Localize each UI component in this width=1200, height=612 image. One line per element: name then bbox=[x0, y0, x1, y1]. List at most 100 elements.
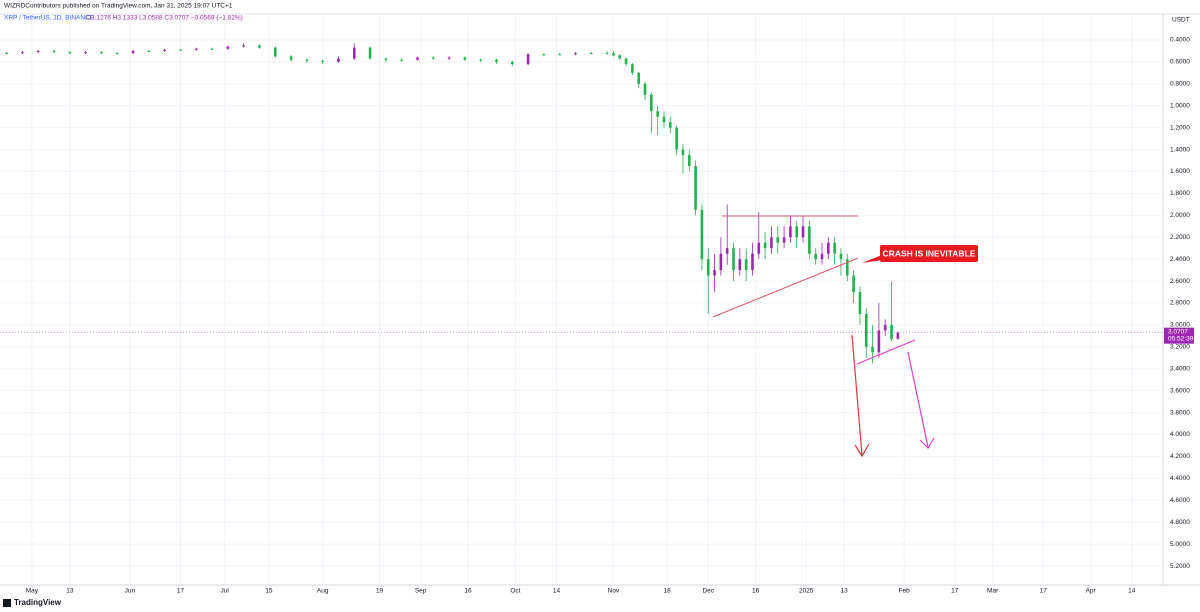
countdown-label: 05:52:39 bbox=[1168, 335, 1194, 342]
x-tick-label: 19 bbox=[376, 588, 384, 595]
candle-body bbox=[662, 116, 666, 123]
candle-body bbox=[368, 47, 372, 59]
candle-body bbox=[744, 259, 748, 271]
candle-body bbox=[839, 253, 843, 260]
candle-body bbox=[687, 155, 691, 167]
y-tick-label: 4.0000 bbox=[1170, 431, 1190, 438]
x-tick-label: Sep bbox=[415, 588, 427, 595]
candle-body bbox=[163, 49, 166, 51]
candle-body bbox=[400, 59, 403, 61]
candle-body bbox=[68, 52, 72, 54]
x-tick-label: Mar bbox=[987, 588, 999, 595]
candle-body bbox=[681, 149, 685, 156]
candle-body bbox=[589, 53, 593, 55]
x-tick-label: 17 bbox=[951, 588, 959, 595]
logo-text: TradingView bbox=[14, 598, 62, 607]
candle-body bbox=[871, 346, 874, 353]
y-tick-label: 2.8000 bbox=[1170, 300, 1190, 307]
x-tick-label: May bbox=[26, 588, 39, 595]
candle-body bbox=[21, 52, 24, 54]
candle-body bbox=[706, 259, 710, 276]
drawings: CRASH IS INEVITABLE bbox=[712, 215, 978, 458]
x-tick-label: 18 bbox=[664, 588, 672, 595]
x-tick-label: 17 bbox=[177, 588, 185, 595]
candle-body bbox=[210, 48, 214, 50]
candle-body bbox=[801, 226, 805, 238]
candle-body bbox=[782, 237, 786, 243]
publisher: WIZRDContributors published on TradingVi… bbox=[4, 3, 233, 10]
candle-body bbox=[321, 60, 324, 62]
candle-body bbox=[194, 48, 198, 50]
candle-body bbox=[337, 58, 340, 62]
y-tick-label: 2.2000 bbox=[1170, 234, 1190, 241]
candle-body bbox=[463, 57, 467, 60]
candle-body bbox=[84, 52, 87, 54]
x-tick-label: 2025 bbox=[799, 588, 814, 595]
x-tick-label: 15 bbox=[265, 588, 273, 595]
symbol: XRP / TetherUS, 1D, BINANCE bbox=[4, 15, 95, 22]
candle-body bbox=[770, 237, 773, 249]
candle-body bbox=[416, 57, 419, 60]
callout-pointer bbox=[862, 255, 882, 263]
y-tick-label: 4.8000 bbox=[1170, 519, 1190, 526]
x-tick-label: Jun bbox=[125, 588, 136, 595]
x-tick-label: 14 bbox=[553, 588, 561, 595]
candle-body bbox=[574, 53, 577, 55]
ohlc: O3.1276 H3.1333 L3.0588 C3.0707 −0.0569 … bbox=[86, 15, 243, 22]
candle-body bbox=[273, 47, 277, 57]
y-tick-label: 5.0000 bbox=[1170, 541, 1190, 548]
candle-body bbox=[289, 56, 293, 60]
candle-body bbox=[827, 242, 830, 254]
candle-body bbox=[883, 324, 887, 331]
y-tick-label: 2.6000 bbox=[1170, 278, 1190, 285]
grid bbox=[0, 14, 1163, 585]
callout-text: CRASH IS INEVITABLE bbox=[883, 248, 976, 258]
candle-body bbox=[52, 50, 56, 53]
candle-body bbox=[719, 253, 723, 271]
candle-body bbox=[558, 54, 561, 56]
candle-body bbox=[637, 72, 641, 84]
candle-body bbox=[890, 324, 893, 340]
candle-body bbox=[845, 259, 849, 276]
y-tick-label: 0.4000 bbox=[1170, 37, 1190, 44]
candle-body bbox=[115, 53, 119, 55]
candle-body bbox=[763, 242, 767, 249]
candle-body bbox=[808, 226, 811, 254]
y-tick-label: 2.0000 bbox=[1170, 212, 1190, 219]
trend-line bbox=[712, 257, 859, 318]
y-tick-label: 4.2000 bbox=[1170, 453, 1190, 460]
candle-body bbox=[795, 226, 799, 238]
x-tick-label: Aug bbox=[317, 588, 329, 595]
price-unit: USDT bbox=[1172, 17, 1190, 24]
candle-body bbox=[877, 330, 881, 353]
logo-icon bbox=[3, 599, 11, 607]
candle-body bbox=[131, 50, 135, 54]
candle-body bbox=[542, 54, 546, 56]
y-tick-label: 1.4000 bbox=[1170, 146, 1190, 153]
candle-body bbox=[612, 53, 615, 56]
candle-body bbox=[526, 54, 530, 65]
candle-body bbox=[495, 59, 498, 62]
x-tick-label: Jul bbox=[221, 588, 230, 595]
x-tick-label: 16 bbox=[752, 588, 760, 595]
candle-body bbox=[650, 94, 653, 112]
x-tick-label: 13 bbox=[841, 588, 849, 595]
candle-body bbox=[643, 83, 647, 95]
y-tick-label: 1.0000 bbox=[1170, 102, 1190, 109]
candle-body bbox=[700, 209, 704, 260]
candle-body bbox=[5, 53, 8, 55]
x-tick-label: Nov bbox=[608, 588, 620, 595]
candle-body bbox=[656, 111, 659, 117]
arrow bbox=[851, 334, 863, 456]
candle-body bbox=[624, 58, 628, 65]
y-tick-label: 4.4000 bbox=[1170, 475, 1190, 482]
y-tick-label: 3.4000 bbox=[1170, 365, 1190, 372]
candle-body bbox=[725, 248, 729, 254]
candle-body bbox=[776, 237, 780, 243]
candle-body bbox=[789, 226, 792, 238]
x-tick-label: 14 bbox=[1128, 588, 1136, 595]
candle-body bbox=[833, 242, 836, 254]
candle-body bbox=[732, 248, 735, 271]
candle-body bbox=[431, 57, 435, 59]
